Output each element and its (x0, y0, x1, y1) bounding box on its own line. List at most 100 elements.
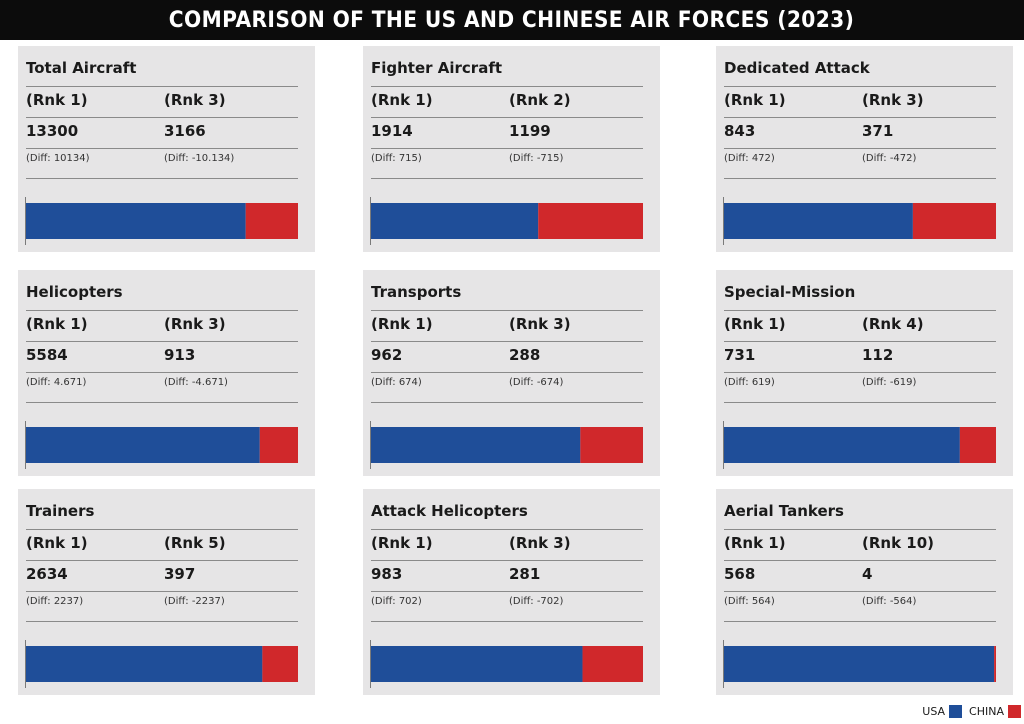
diff-china: (Diff: -619) (862, 377, 917, 388)
divider (26, 402, 298, 403)
bar-axis (723, 197, 724, 245)
bar-usa (26, 646, 263, 682)
panel-title: Transports (371, 283, 462, 301)
bar-usa (371, 646, 583, 682)
rank-china: (Rnk 2) (509, 91, 571, 109)
divider (724, 148, 996, 149)
diff-usa: (Diff: 2237) (26, 596, 84, 607)
diff-china: (Diff: -472) (862, 153, 917, 164)
stacked-bar (371, 427, 643, 463)
legend: USA CHINA (922, 704, 1021, 718)
divider (724, 86, 996, 87)
diff-usa: (Diff: 674) (371, 377, 422, 388)
divider (26, 560, 298, 561)
rank-usa: (Rnk 1) (371, 534, 433, 552)
divider (371, 178, 643, 179)
diff-usa: (Diff: 715) (371, 153, 422, 164)
value-china: 397 (164, 565, 196, 583)
divider (724, 178, 996, 179)
value-usa: 2634 (26, 565, 68, 583)
divider (26, 178, 298, 179)
diff-china: (Diff: -702) (509, 596, 564, 607)
value-usa: 731 (724, 346, 756, 364)
diff-china: (Diff: -564) (862, 596, 917, 607)
rank-usa: (Rnk 1) (26, 315, 88, 333)
bar-china (538, 203, 643, 239)
divider (724, 117, 996, 118)
rank-usa: (Rnk 1) (724, 534, 786, 552)
stacked-bar (26, 646, 298, 682)
divider (724, 341, 996, 342)
divider (26, 148, 298, 149)
divider (26, 310, 298, 311)
rank-china: (Rnk 3) (164, 315, 226, 333)
chart-panel: Attack Helicopters (Rnk 1) (Rnk 3) 983 281 (D… (363, 489, 660, 695)
divider (371, 402, 643, 403)
legend-swatch-usa (949, 704, 963, 718)
legend-label-usa: USA (922, 704, 946, 718)
value-usa: 568 (724, 565, 756, 583)
value-china: 281 (509, 565, 541, 583)
divider (724, 372, 996, 373)
rank-usa: (Rnk 1) (26, 534, 88, 552)
panel-title: Dedicated Attack (724, 59, 870, 77)
bar-usa (371, 203, 539, 239)
rank-usa: (Rnk 1) (26, 91, 88, 109)
value-usa: 5584 (26, 346, 68, 364)
panel-title: Helicopters (26, 283, 123, 301)
chart-panel: Fighter Aircraft (Rnk 1) (Rnk 2) 1914 1199 (D… (363, 46, 660, 252)
divider (724, 591, 996, 592)
rank-usa: (Rnk 1) (724, 315, 786, 333)
divider (371, 591, 643, 592)
stacked-bar (371, 646, 643, 682)
divider (724, 402, 996, 403)
diff-usa: (Diff: 702) (371, 596, 422, 607)
bar-china (262, 646, 298, 682)
diff-usa: (Diff: 10134) (26, 153, 90, 164)
divider (371, 621, 643, 622)
bar-usa (724, 646, 995, 682)
diff-usa: (Diff: 564) (724, 596, 775, 607)
diff-china: (Diff: -4.671) (164, 377, 228, 388)
divider (26, 372, 298, 373)
divider (724, 529, 996, 530)
bar-axis (25, 197, 26, 245)
divider (371, 560, 643, 561)
rank-china: (Rnk 5) (164, 534, 226, 552)
bar-china (259, 427, 298, 463)
value-usa: 13300 (26, 122, 79, 140)
stacked-bar (26, 203, 298, 239)
chart-panel: Helicopters (Rnk 1) (Rnk 3) 5584 913 (Diff: 4… (18, 270, 315, 476)
divider (724, 560, 996, 561)
value-usa: 843 (724, 122, 756, 140)
rank-usa: (Rnk 1) (371, 315, 433, 333)
value-china: 288 (509, 346, 541, 364)
chart-panel: Special-Mission (Rnk 1) (Rnk 4) 731 112 (Diff… (716, 270, 1013, 476)
divider (724, 310, 996, 311)
divider (371, 148, 643, 149)
divider (371, 341, 643, 342)
panel-title: Total Aircraft (26, 59, 137, 77)
chart-panel: Aerial Tankers (Rnk 1) (Rnk 10) 568 4 (Diff: … (716, 489, 1013, 695)
divider (26, 621, 298, 622)
stacked-bar (26, 427, 298, 463)
divider (371, 529, 643, 530)
panel-title: Trainers (26, 502, 95, 520)
diff-china: (Diff: -674) (509, 377, 564, 388)
bar-axis (723, 640, 724, 688)
bar-china (245, 203, 298, 239)
bar-axis (370, 640, 371, 688)
legend-swatch-china (1008, 704, 1021, 718)
bar-usa (26, 427, 260, 463)
rank-china: (Rnk 3) (164, 91, 226, 109)
bar-usa (26, 203, 246, 239)
chart-panel: Trainers (Rnk 1) (Rnk 5) 2634 397 (Diff: 2237… (18, 489, 315, 695)
diff-usa: (Diff: 4.671) (26, 377, 87, 388)
diff-china: (Diff: -10.134) (164, 153, 235, 164)
chart-panel: Transports (Rnk 1) (Rnk 3) 962 288 (Diff: 674… (363, 270, 660, 476)
bar-china (959, 427, 996, 463)
rank-china: (Rnk 3) (509, 315, 571, 333)
divider (371, 117, 643, 118)
value-usa: 1914 (371, 122, 413, 140)
panel-title: Special-Mission (724, 283, 856, 301)
